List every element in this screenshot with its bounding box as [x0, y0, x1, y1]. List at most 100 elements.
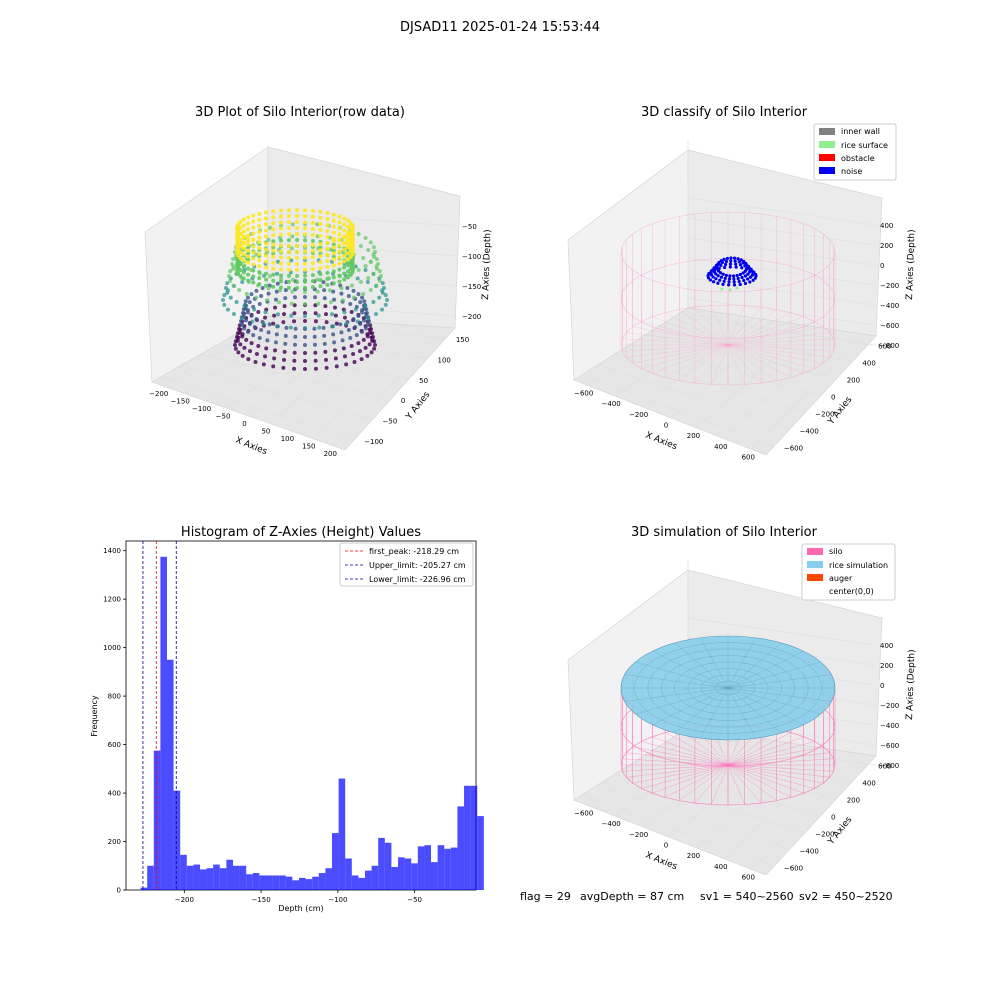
raw-point — [367, 342, 372, 347]
histogram-bar — [444, 848, 451, 890]
raw-point — [310, 285, 315, 290]
raw-point — [284, 325, 289, 330]
raw-point — [271, 266, 276, 271]
silo-spoke — [711, 305, 729, 346]
raw-point — [383, 293, 388, 298]
raw-point — [367, 319, 371, 323]
raw-point — [303, 279, 308, 284]
raw-point — [318, 272, 323, 277]
raw-point — [267, 322, 272, 327]
noise-point — [743, 269, 747, 273]
noise-point — [731, 274, 736, 278]
raw-point — [358, 244, 363, 249]
grid-line — [238, 332, 428, 359]
raw-point — [264, 271, 268, 276]
grid-line — [687, 237, 877, 266]
noise-point — [716, 281, 720, 285]
raw-point — [264, 216, 268, 221]
histogram-bar — [437, 845, 445, 890]
histogram-bar — [338, 778, 346, 890]
raw-point — [337, 267, 342, 272]
raw-point — [259, 294, 264, 299]
silo-spoke — [727, 326, 824, 346]
rice-surface-ridge — [624, 687, 729, 702]
raw-point — [263, 315, 268, 320]
raw-point — [315, 277, 320, 282]
grid-line — [687, 217, 877, 246]
raw-point — [303, 343, 307, 347]
raw-point — [279, 223, 284, 228]
raw-point — [331, 248, 336, 253]
histogram-bar — [285, 876, 293, 890]
histogram-bar — [378, 837, 385, 890]
noise-point — [722, 279, 726, 283]
raw-point — [325, 270, 330, 275]
raw-point — [290, 234, 295, 239]
rice-surface-ridge — [727, 687, 832, 702]
raw-point — [366, 248, 371, 252]
raw-point — [360, 295, 365, 300]
raw-point — [227, 274, 231, 278]
y-tick-label: 600 — [878, 763, 891, 771]
raw-point — [242, 303, 247, 308]
silo-spoke — [727, 764, 745, 805]
histogram-bar — [404, 858, 412, 890]
noise-point — [754, 272, 758, 277]
noise-point — [741, 271, 745, 275]
histogram-bar — [417, 846, 425, 890]
histogram-bar — [351, 875, 359, 890]
silo-spoke — [626, 752, 729, 766]
silo-spoke — [727, 344, 824, 364]
raw-point — [237, 330, 242, 335]
raw-point — [374, 283, 379, 288]
rice-surface-ridge — [727, 651, 804, 689]
raw-point — [234, 300, 239, 304]
raw-point — [361, 291, 366, 296]
raw-point — [290, 277, 295, 282]
histogram-bar — [292, 880, 300, 890]
raw-point — [342, 271, 347, 276]
raw-point — [377, 278, 382, 283]
raw-point — [230, 262, 234, 266]
cls-legend-label-inner-wall: inner wall — [841, 127, 880, 136]
sim-legend-label-auger: auger — [829, 574, 853, 583]
rice-surface-ridge — [652, 687, 729, 725]
raw-point — [278, 220, 283, 225]
raw-point — [278, 232, 283, 237]
raw-point — [337, 232, 342, 237]
raw-point — [337, 243, 342, 248]
raw-point — [231, 312, 236, 316]
raw-point — [313, 311, 318, 316]
raw-point — [332, 297, 337, 302]
raw-point — [365, 311, 369, 315]
noise-point — [751, 269, 755, 274]
histogram-bar — [186, 865, 194, 890]
histogram-bar — [232, 865, 240, 890]
rice-surface-ridge — [727, 661, 821, 689]
histogram-bar — [312, 876, 319, 890]
grid-line — [582, 374, 774, 447]
raw-point — [251, 250, 256, 255]
raw-point — [277, 300, 282, 305]
cls-zlabel: Z Axies (Depth) — [905, 229, 917, 300]
raw-point — [264, 265, 268, 270]
raw-point — [310, 267, 315, 272]
raw-point — [264, 234, 268, 239]
raw-point — [272, 313, 277, 318]
cls-tick-labels: −600 −400 −200 0 200 400 600 −600 −400 −200 0 200 40… — [574, 222, 899, 461]
raw-point — [225, 290, 230, 295]
noise-point — [719, 275, 724, 279]
footer-flag: flag = 29 — [520, 890, 571, 903]
histogram-bar — [173, 790, 181, 890]
grid-line — [687, 737, 877, 766]
raw-point — [325, 211, 330, 216]
raw-point — [262, 322, 266, 327]
sim-legend-label-silo: silo — [829, 547, 843, 556]
histogram-title: Histogram of Z-Axies (Height) Values — [181, 525, 421, 540]
raw-point — [342, 222, 347, 227]
raw-point — [351, 351, 356, 356]
raw-point — [373, 343, 377, 347]
raw-point — [331, 263, 336, 268]
raw-point — [271, 248, 276, 253]
raw-point — [353, 325, 358, 330]
